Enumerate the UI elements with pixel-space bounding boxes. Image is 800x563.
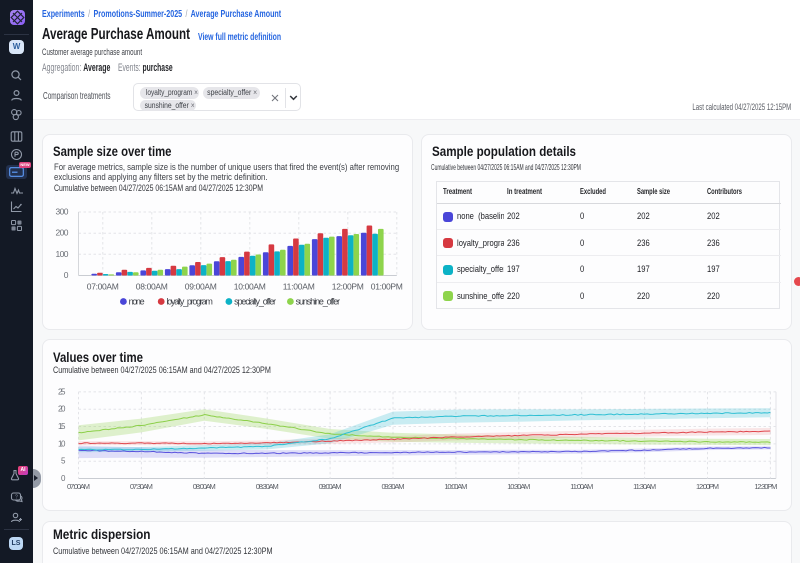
svg-text:09:30AM: 09:30AM — [382, 482, 405, 491]
svg-text:12:00PM: 12:00PM — [696, 482, 719, 491]
svg-text:?: ? — [15, 494, 18, 500]
svg-text:11:30AM: 11:30AM — [633, 482, 656, 491]
svg-text:200: 200 — [56, 228, 69, 238]
svg-text:07:00AM: 07:00AM — [87, 282, 119, 292]
svg-text:10:00AM: 10:00AM — [234, 282, 266, 292]
svg-text:08:30AM: 08:30AM — [256, 482, 279, 491]
svg-text:01:00PM: 01:00PM — [371, 282, 403, 292]
svg-text:specialty_offer: specialty_offer — [234, 297, 276, 307]
svg-text:20: 20 — [58, 405, 66, 414]
svg-text:15: 15 — [58, 422, 66, 431]
svg-text:25: 25 — [58, 387, 66, 396]
svg-text:07:00AM: 07:00AM — [67, 482, 90, 491]
svg-text:12:30PM: 12:30PM — [754, 482, 777, 491]
svg-text:300: 300 — [56, 207, 69, 217]
svg-text:11:00AM: 11:00AM — [283, 282, 315, 292]
svg-text:08:00AM: 08:00AM — [193, 482, 216, 491]
svg-text:10: 10 — [58, 439, 66, 448]
svg-text:07:30AM: 07:30AM — [130, 482, 153, 491]
svg-text:09:00AM: 09:00AM — [319, 482, 342, 491]
svg-text:09:00AM: 09:00AM — [185, 282, 217, 292]
svg-text:0: 0 — [61, 474, 66, 483]
svg-text:08:00AM: 08:00AM — [136, 282, 168, 292]
svg-text:sunshine_offer: sunshine_offer — [296, 297, 341, 307]
svg-text:0: 0 — [64, 270, 69, 280]
svg-text:5: 5 — [61, 457, 66, 466]
svg-text:10:00AM: 10:00AM — [444, 482, 467, 491]
svg-text:10:30AM: 10:30AM — [507, 482, 530, 491]
svg-text:11:00AM: 11:00AM — [570, 482, 593, 491]
svg-text:loyalty_program: loyalty_program — [166, 297, 213, 307]
svg-text:100: 100 — [56, 249, 69, 259]
svg-text:none: none — [129, 297, 145, 307]
svg-text:12:00PM: 12:00PM — [332, 282, 364, 292]
